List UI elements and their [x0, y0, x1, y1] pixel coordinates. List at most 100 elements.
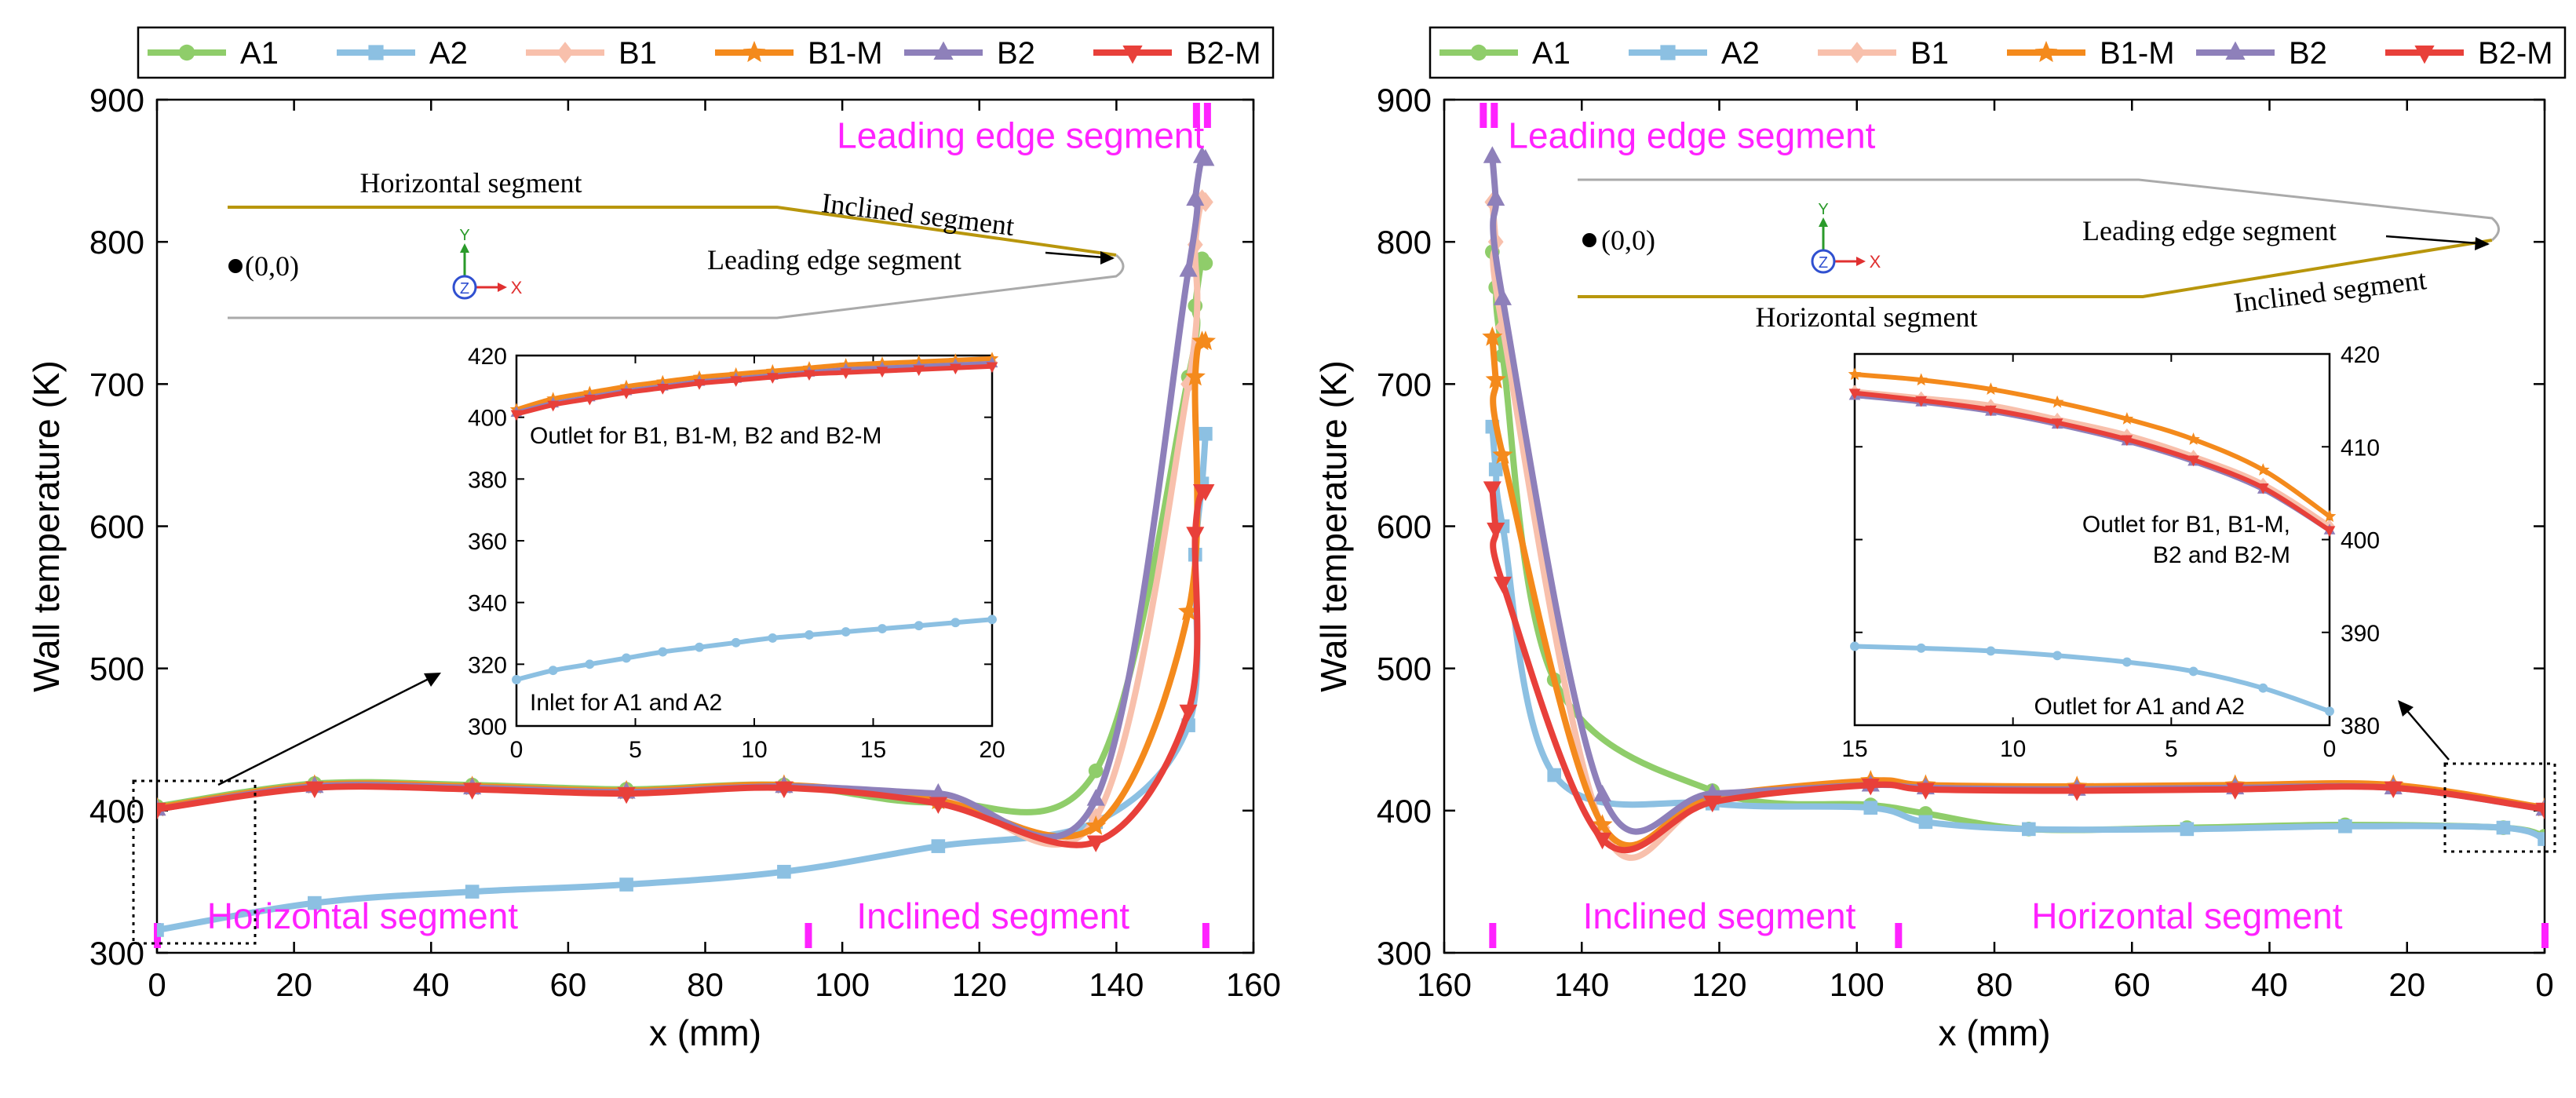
y-axis-label: Wall temperature (K): [26, 360, 67, 692]
legend-label-b2: B2: [997, 36, 1035, 71]
point-a2-12: [950, 618, 961, 628]
legend-label-b1: B1: [1910, 36, 1949, 71]
y-arrowhead-icon: [460, 243, 469, 253]
point-b2-2: [1493, 288, 1512, 305]
inset-y-tick-label: 380: [468, 467, 507, 493]
point-b2-m-2: [1985, 405, 1997, 417]
point-b2-3: [1593, 784, 1612, 802]
point-b2-m-11: [913, 365, 925, 377]
series-group: [1848, 367, 2337, 717]
point-b2-m-3: [1593, 832, 1612, 850]
inset-y-tick-label: 320: [468, 652, 507, 678]
origin-label: (0,0): [245, 250, 299, 282]
segment-label-leading-edge-segment: Leading edge segment: [1508, 115, 1875, 156]
point-b2-5: [929, 782, 947, 801]
segment-marker: [1202, 923, 1210, 948]
legend-label-b2-m: B2-M: [1186, 36, 1261, 71]
x-axis-label: x (mm): [649, 1012, 761, 1053]
point-b2-m-9: [840, 368, 852, 380]
point-b2-m-4: [775, 781, 794, 799]
x-arrowhead-icon: [498, 283, 507, 292]
point-b2-m-1: [305, 781, 324, 799]
series-group: [1482, 146, 2545, 861]
x-tick-label: 140: [1554, 966, 1609, 1003]
legend-label-b1: B1: [618, 36, 657, 71]
x-tick-label: 120: [952, 966, 1007, 1003]
segment-marker: [2541, 923, 2549, 948]
zoom-arrowhead: [424, 673, 441, 687]
point-b1-m-5: [2187, 432, 2200, 445]
y-tick-label: 300: [1377, 935, 1432, 972]
y-tick-label: 500: [1377, 651, 1432, 688]
y-arrowhead-icon: [1819, 217, 1828, 227]
y-tick-label: 300: [89, 935, 144, 972]
point-b2-m-6: [730, 376, 743, 387]
schematic-arrowhead: [1100, 251, 1115, 264]
point-b2-m-4: [2121, 435, 2133, 447]
x-tick-label: 20: [275, 966, 312, 1003]
point-b2-m-5: [693, 379, 706, 390]
point-b2-m-1: [1487, 522, 1505, 540]
point-b2-0: [1483, 146, 1501, 163]
point-a2-9: [2338, 819, 2352, 834]
point-a2-1: [308, 896, 322, 910]
chart-panel-left: 0 20 40 60 80 100 120 140 1603004005006007008009…: [26, 26, 1281, 1053]
point-a2-7: [2325, 706, 2334, 717]
point-a2-0: [1850, 641, 1859, 651]
inset-x-tick-label: 15: [860, 737, 886, 763]
point-b2-m-7: [2067, 784, 2086, 801]
inset-annotation-outlet-a: Outlet for A1 and A2: [2034, 694, 2245, 720]
inset-y-tick-label: 390: [2341, 621, 2380, 647]
x-tick-label: 40: [413, 966, 450, 1003]
point-b2-m-10: [876, 367, 888, 378]
point-b2-10: [1196, 148, 1215, 166]
point-b2-m-3: [617, 786, 636, 804]
point-b2-m-13: [986, 362, 998, 374]
point-b2-m-6: [1086, 835, 1105, 852]
x-tick-label: 60: [2114, 966, 2151, 1003]
zoom-box: [2443, 762, 2556, 853]
inset-y-tick-label: 400: [2341, 528, 2380, 554]
point-b1-m-0: [1482, 326, 1503, 346]
point-a2-2: [585, 659, 595, 669]
point-a2-3: [622, 653, 631, 663]
inset-y-tick-label: 410: [2341, 435, 2380, 461]
triad-y-label: Y: [459, 227, 469, 244]
point-a2-1: [1916, 643, 1926, 653]
triad-y-label: Y: [1818, 201, 1828, 218]
point-a2-11: [2538, 832, 2545, 846]
inset-x-tick-label: 5: [629, 737, 642, 763]
legend-marker-b1: [1848, 42, 1866, 64]
series-line-b2-m: [157, 484, 1209, 848]
point-b2-m-7: [1179, 704, 1198, 722]
legend-label-b1-m: B1-M: [2100, 36, 2175, 71]
point-a2-2: [465, 885, 480, 899]
legend-marker-a1: [1470, 44, 1487, 61]
point-a2-3: [619, 877, 633, 892]
point-b1-m-8: [1184, 366, 1206, 386]
point-b2-m-1: [547, 400, 560, 412]
triad-x-label: X: [1870, 252, 1881, 272]
point-b2-m-4: [1703, 795, 1722, 813]
point-b1-m-1: [1485, 369, 1506, 388]
schematic-label-horizontal: Horizontal segment: [360, 167, 582, 199]
zoom-arrow: [2403, 706, 2450, 761]
point-b2-8: [1186, 188, 1205, 206]
segment-label-leading-edge-segment: Leading edge segment: [837, 115, 1204, 156]
point-b2-m-3: [2051, 418, 2063, 429]
point-a2-4: [658, 647, 668, 657]
airfoil-upper-surface: [228, 206, 1117, 257]
point-a2-10: [1199, 426, 1213, 441]
series-line-a2: [1852, 644, 2332, 714]
point-b2-m-12: [949, 363, 961, 375]
point-b2-6: [1086, 789, 1105, 806]
inset-annotation-outlet: Outlet for B1, B1-M, B2 and B2-M: [530, 423, 882, 449]
y-tick-label: 400: [1377, 793, 1432, 830]
point-b2-m-10: [1196, 483, 1215, 502]
legend-marker-b2-m: [2414, 46, 2435, 64]
triad-z-label: Z: [460, 280, 469, 297]
y-tick-label: 400: [89, 793, 144, 830]
schematic-label-leading-edge: Leading edge segment: [707, 244, 961, 275]
z-axis-icon: [452, 275, 477, 300]
point-a2-9: [841, 627, 851, 637]
